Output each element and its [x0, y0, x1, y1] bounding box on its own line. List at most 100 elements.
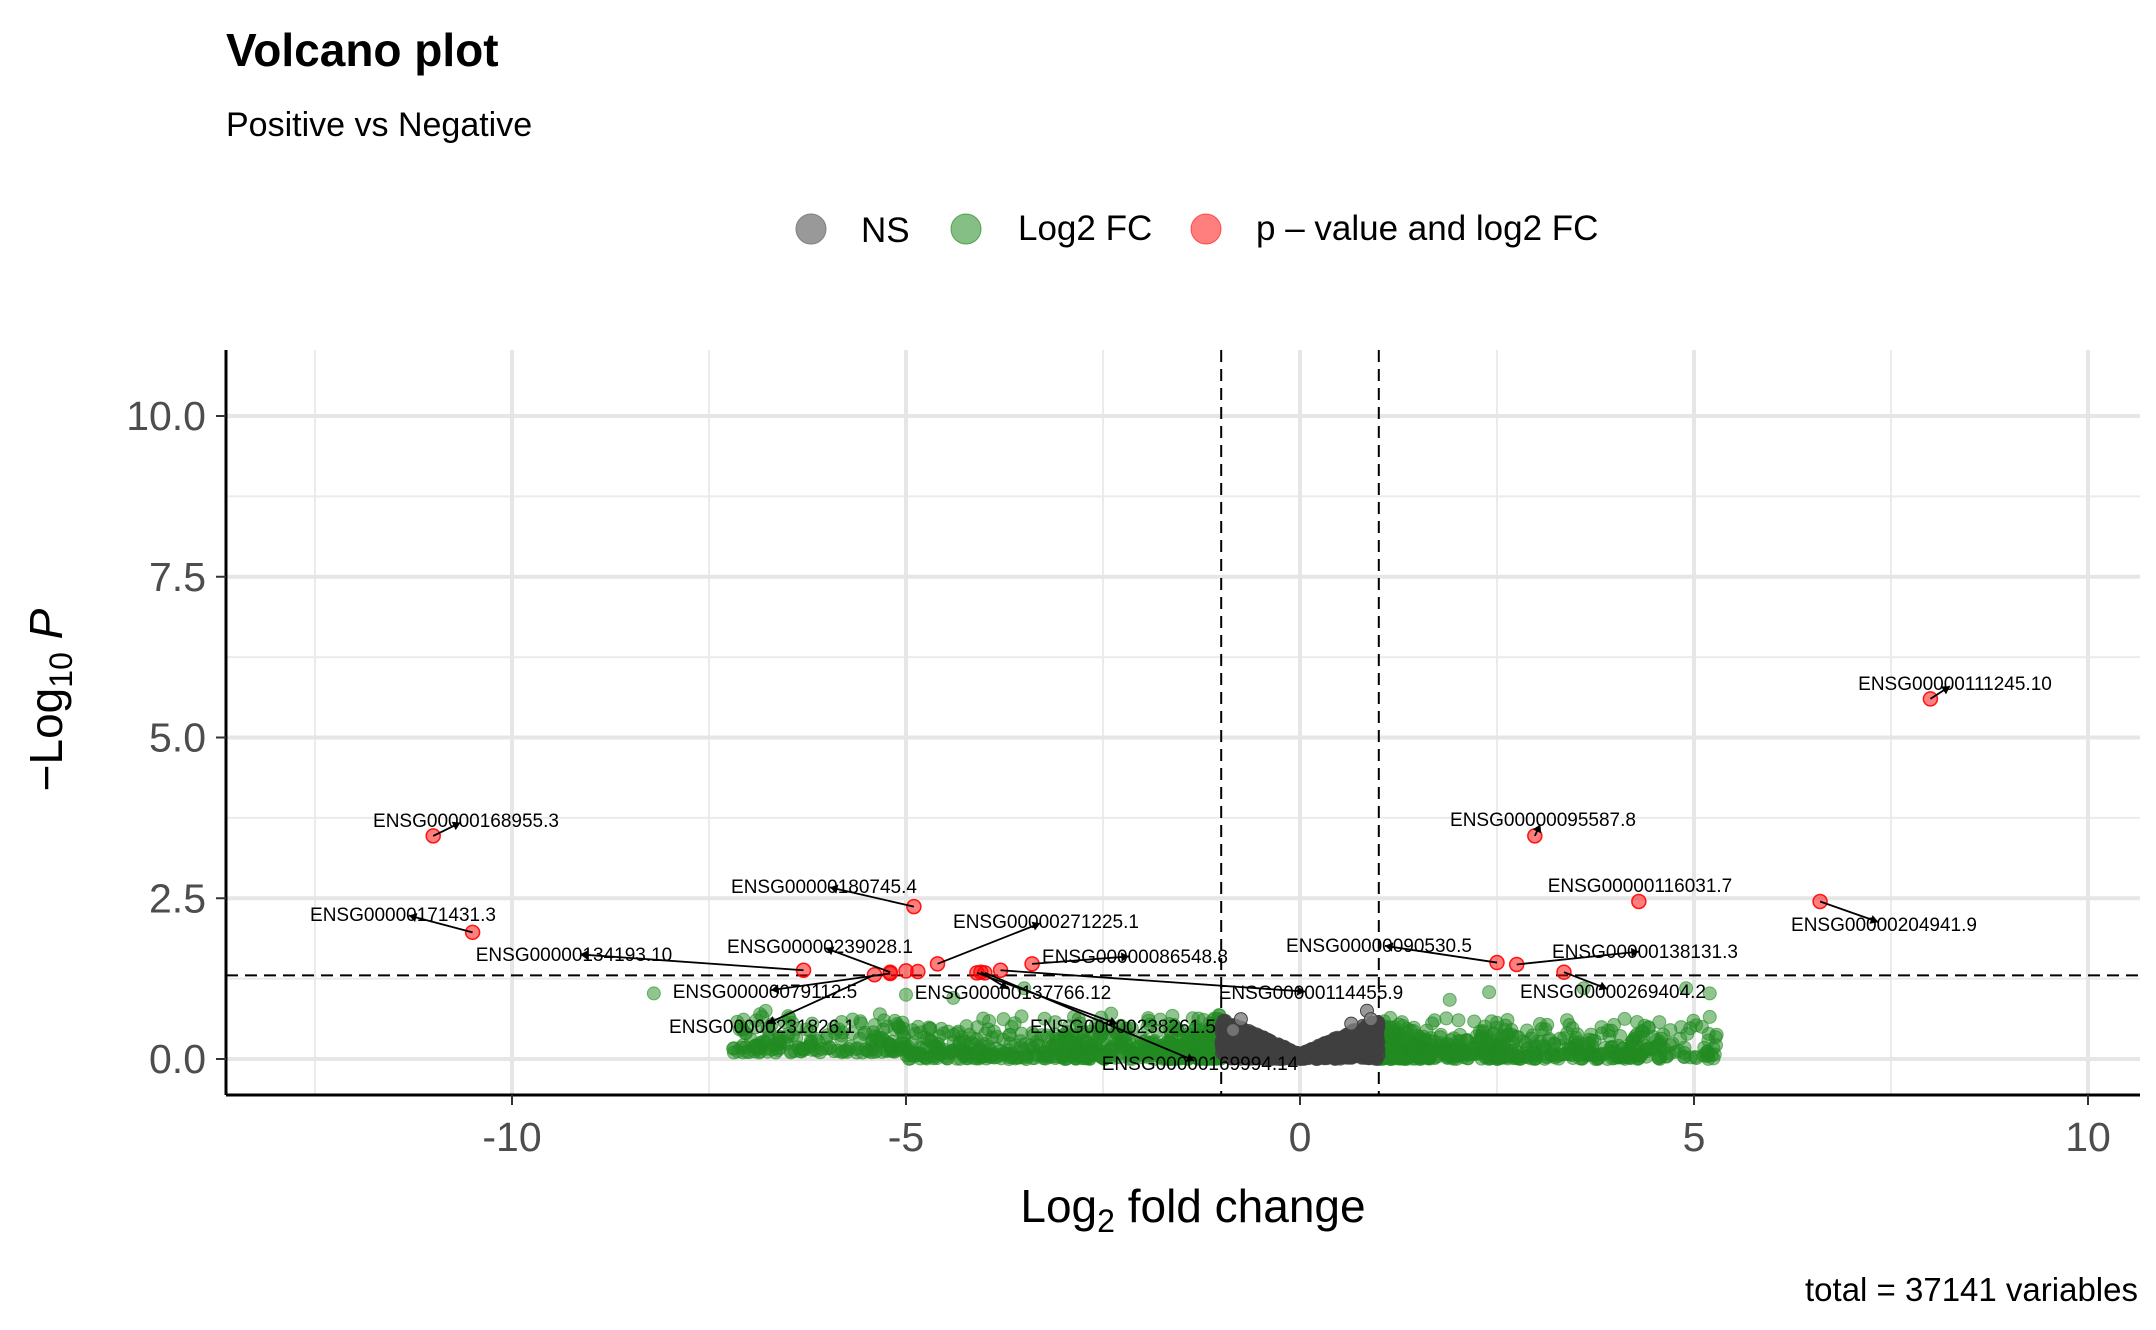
gene-label: ENSG00000137766.12 [915, 983, 1112, 1004]
point-log2fc [876, 1022, 891, 1037]
point-ns [1364, 1024, 1379, 1039]
point-log2fc [849, 1042, 864, 1057]
point-log2fc [1702, 1009, 1717, 1024]
point-log2fc [1562, 1042, 1577, 1057]
point-log2fc [1694, 1019, 1709, 1034]
gene-label: ENSG00000180745.4 [731, 877, 917, 898]
point-log2fc [1451, 1013, 1466, 1028]
point-log2fc [1037, 1011, 1052, 1026]
y-tick-label: 0.0 [149, 1036, 206, 1082]
gene-label: ENSG00000238261.5 [1030, 1017, 1216, 1038]
x-tick-label: 5 [1683, 1114, 1706, 1160]
point-log2fc [1078, 1050, 1093, 1065]
y-axis-title-base: 10 [43, 652, 79, 688]
gene-label: ENSG00000111245.10 [1858, 674, 2052, 695]
points-significant [425, 691, 1939, 983]
point-log2fc [1064, 1034, 1079, 1049]
gene-labels: ENSG00000111245.10 ENSG00000168955.3 ENSG0… [310, 674, 2052, 1075]
chart-title: Volcano plot [226, 24, 499, 76]
point-log2fc [1527, 1051, 1542, 1066]
point-log2fc [1004, 1019, 1019, 1034]
gene-label: ENSG00000079112.5 [673, 982, 858, 1003]
point-ns [1346, 1029, 1361, 1044]
gene-label: ENSG00000171431.3 [310, 905, 496, 926]
point-log2fc [1576, 981, 1591, 996]
point-log2fc [646, 986, 661, 1001]
point-log2fc [1587, 1033, 1602, 1048]
legend-swatch-ns [795, 213, 827, 245]
gene-label: ENSG00000090530.5 [1286, 936, 1472, 957]
point-ns [1333, 1032, 1348, 1047]
y-axis-title-log: −Log [20, 688, 72, 792]
point-log2fc [1663, 1038, 1678, 1053]
y-axis-title: −Log10 P [20, 608, 79, 791]
point-log2fc [933, 1046, 948, 1061]
point-log2fc [1492, 1043, 1507, 1058]
gene-label: ENSG00000231826.1 [669, 1017, 855, 1038]
point-log2fc [1702, 986, 1717, 1001]
gene-label: ENSG00000116031.7 [1548, 876, 1733, 897]
y-ticks: 0.0 2.5 5.0 7.5 10.0 [126, 393, 226, 1082]
point-log2fc [1641, 1041, 1656, 1056]
point-log2fc [828, 1026, 843, 1041]
point-log2fc [753, 1044, 768, 1059]
point-log2fc [1141, 1046, 1156, 1061]
point-ns [1233, 1012, 1248, 1027]
point-log2fc [1162, 1017, 1177, 1032]
point-log2fc [1396, 1018, 1411, 1033]
point-log2fc [896, 1029, 911, 1044]
gene-label: ENSG00000169994.14 [1102, 1054, 1299, 1075]
point-log2fc [780, 1029, 795, 1044]
x-ticks: -10 -5 0 5 10 [482, 1095, 2111, 1160]
legend-swatch-pvalue-and-log2fc [1190, 213, 1222, 245]
y-axis-title-p: P [20, 608, 72, 652]
point-log2fc [946, 990, 961, 1005]
point-ns [1246, 1028, 1261, 1043]
point-log2fc [986, 1024, 1001, 1039]
point-log2fc [1079, 1034, 1094, 1049]
point-log2fc [749, 1013, 764, 1028]
x-tick-label: -5 [888, 1114, 924, 1160]
y-tick-label: 7.5 [149, 554, 206, 600]
point-log2fc [1477, 1019, 1492, 1034]
label-connectors [408, 685, 1951, 1062]
legend: NS Log2 FC p – value and log2 FC [795, 209, 1598, 250]
point-log2fc [1196, 1036, 1211, 1051]
point-log2fc [923, 1021, 938, 1036]
point-log2fc [1511, 1049, 1526, 1064]
point-log2fc [1673, 1031, 1688, 1046]
point-log2fc [1478, 1049, 1493, 1064]
point-log2fc [952, 1035, 967, 1050]
chart-subtitle: Positive vs Negative [226, 106, 532, 144]
point-log2fc [795, 1042, 810, 1057]
gene-label: ENSG00000086548.8 [1042, 947, 1228, 968]
point-log2fc [1118, 1036, 1133, 1051]
grid-major [226, 350, 2140, 1095]
point-log2fc [1420, 1051, 1435, 1066]
point-log2fc [1679, 981, 1694, 996]
point-log2fc [1525, 1028, 1540, 1043]
point-log2fc [1663, 1023, 1678, 1038]
gene-label: ENSG00000168955.3 [373, 811, 559, 832]
point-log2fc [1416, 1029, 1431, 1044]
point-ns [1270, 1039, 1285, 1054]
point-log2fc [1034, 1028, 1049, 1043]
cutoff-lines [226, 350, 2140, 1095]
point-log2fc [1056, 1047, 1071, 1062]
point-log2fc [911, 1019, 926, 1034]
point-log2fc [1433, 1030, 1448, 1045]
point-log2fc [1456, 1047, 1471, 1062]
y-tick-label: 5.0 [149, 715, 206, 761]
gene-label: ENSG00000095587.8 [1450, 810, 1636, 831]
point-log2fc [799, 1022, 814, 1037]
point-log2fc [1439, 1011, 1454, 1026]
point-log2fc [854, 1016, 869, 1031]
gene-label: ENSG00000138131.3 [1552, 942, 1738, 963]
point-log2fc [1106, 1042, 1121, 1057]
point-log2fc [1641, 1020, 1656, 1035]
gene-label: ENSG00000114455.9 [1219, 983, 1404, 1004]
point-log2fc [1049, 1038, 1064, 1053]
point-log2fc [1442, 992, 1457, 1007]
point-log2fc [1391, 1044, 1406, 1059]
